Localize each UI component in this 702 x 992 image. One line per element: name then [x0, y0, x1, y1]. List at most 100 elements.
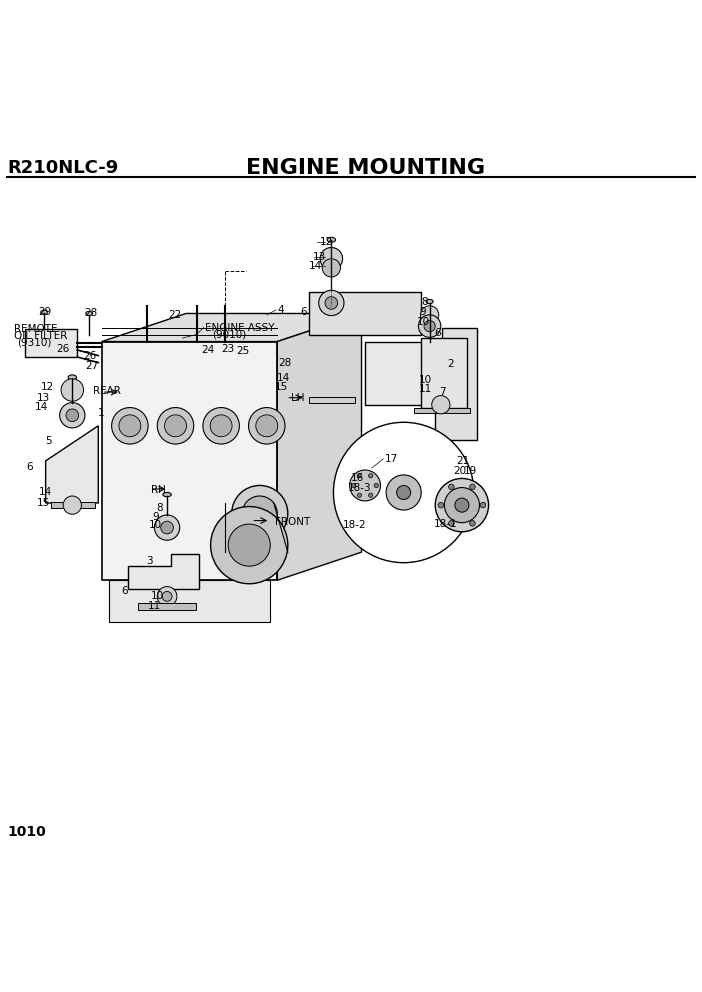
Text: 11: 11 [147, 601, 161, 611]
Ellipse shape [68, 375, 77, 380]
Text: 5: 5 [46, 436, 52, 446]
Text: 19: 19 [463, 466, 477, 476]
Text: 3: 3 [146, 557, 152, 566]
Text: R210NLC-9: R210NLC-9 [7, 159, 118, 178]
Polygon shape [128, 554, 199, 588]
Ellipse shape [444, 339, 451, 343]
Text: 12: 12 [319, 237, 333, 247]
Text: 13: 13 [37, 393, 50, 403]
Circle shape [210, 415, 232, 436]
Polygon shape [46, 426, 98, 503]
Text: 14: 14 [277, 373, 291, 383]
Circle shape [164, 415, 187, 436]
Polygon shape [340, 439, 390, 482]
Ellipse shape [86, 311, 93, 315]
Ellipse shape [163, 492, 171, 497]
Text: 10: 10 [417, 316, 430, 327]
Circle shape [66, 409, 79, 422]
Circle shape [157, 586, 177, 606]
Circle shape [444, 488, 479, 523]
Circle shape [449, 484, 454, 490]
Polygon shape [365, 426, 403, 476]
Text: 20: 20 [453, 466, 466, 476]
Circle shape [435, 478, 489, 532]
Circle shape [162, 591, 172, 601]
Circle shape [470, 521, 475, 526]
Bar [309, 397, 355, 403]
Circle shape [119, 415, 141, 436]
Circle shape [249, 408, 285, 444]
Circle shape [61, 379, 84, 401]
Circle shape [256, 415, 278, 436]
Polygon shape [404, 509, 442, 559]
Text: 10: 10 [419, 375, 432, 385]
Polygon shape [340, 503, 390, 546]
Circle shape [232, 485, 288, 542]
Text: 22: 22 [168, 310, 182, 319]
Text: 15: 15 [275, 382, 289, 392]
Text: ENGINE MOUNTING: ENGINE MOUNTING [246, 158, 485, 179]
Text: 2: 2 [447, 359, 453, 369]
Text: 9: 9 [419, 308, 425, 317]
Bar [25, 329, 77, 357]
Text: 6: 6 [300, 308, 306, 317]
Text: 9: 9 [152, 512, 159, 522]
Text: (9010): (9010) [212, 329, 246, 339]
Text: 4: 4 [277, 305, 284, 315]
Circle shape [432, 396, 450, 414]
Bar [102, 341, 277, 580]
Circle shape [242, 496, 277, 531]
Circle shape [438, 502, 444, 508]
Text: 6: 6 [434, 328, 440, 338]
Circle shape [63, 496, 81, 514]
Polygon shape [365, 341, 435, 405]
Circle shape [112, 408, 148, 444]
Text: 26: 26 [56, 343, 69, 353]
Polygon shape [421, 473, 468, 512]
Circle shape [480, 502, 486, 508]
Bar [421, 338, 467, 409]
Text: 18-2: 18-2 [343, 521, 366, 531]
Ellipse shape [426, 300, 433, 304]
Circle shape [211, 507, 288, 583]
Bar [51, 502, 95, 508]
Circle shape [420, 306, 439, 324]
Circle shape [228, 524, 270, 566]
Bar [138, 603, 196, 610]
Circle shape [325, 297, 338, 310]
Text: 18-3: 18-3 [347, 482, 371, 493]
Polygon shape [109, 580, 270, 622]
Circle shape [320, 247, 343, 270]
Circle shape [319, 291, 344, 315]
Ellipse shape [41, 310, 48, 314]
Text: 14: 14 [309, 262, 322, 272]
Text: 13: 13 [312, 252, 326, 262]
Circle shape [369, 473, 373, 478]
Text: 26: 26 [83, 350, 96, 361]
Polygon shape [340, 473, 386, 512]
Text: 14: 14 [35, 402, 48, 412]
Text: 12: 12 [41, 382, 54, 392]
Circle shape [60, 403, 85, 428]
Text: 6: 6 [121, 585, 128, 596]
Circle shape [397, 485, 411, 500]
Text: RH: RH [151, 485, 166, 495]
Bar [309, 293, 421, 334]
Text: 28: 28 [279, 358, 292, 368]
Text: (9310): (9310) [18, 338, 52, 348]
Text: OIL FILTER: OIL FILTER [14, 331, 67, 341]
Bar [414, 408, 470, 413]
Circle shape [424, 320, 435, 331]
Text: 29: 29 [39, 308, 52, 317]
Ellipse shape [327, 237, 336, 242]
Circle shape [357, 493, 362, 497]
Text: 15: 15 [37, 498, 50, 508]
Circle shape [157, 408, 194, 444]
Text: 23: 23 [221, 343, 234, 353]
Text: REMOTE: REMOTE [14, 324, 58, 334]
Text: 18-1: 18-1 [434, 519, 458, 529]
Text: 6: 6 [27, 461, 33, 471]
Circle shape [203, 408, 239, 444]
Text: 21: 21 [456, 456, 470, 466]
Circle shape [418, 314, 441, 337]
